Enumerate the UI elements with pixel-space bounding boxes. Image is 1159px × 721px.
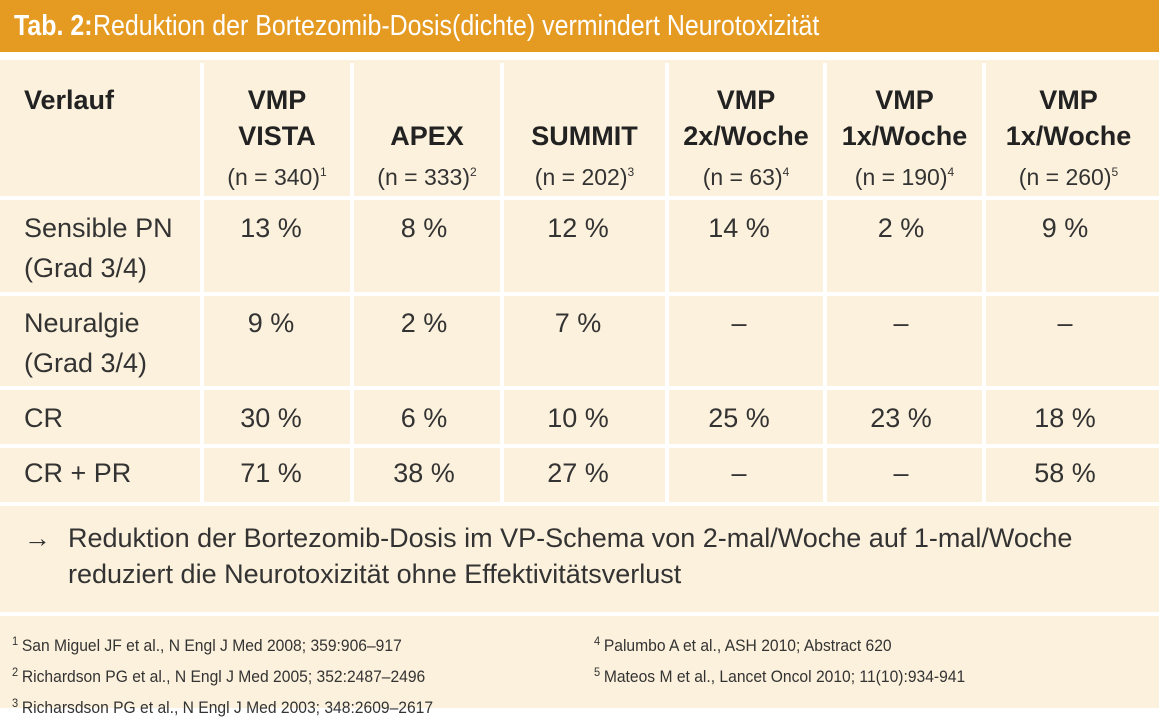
column-divider [665,63,669,503]
table-cell: – [893,308,909,338]
row-divider [0,292,1159,296]
table-panel [0,60,1159,708]
table-cell: 9 % [1041,213,1089,243]
row-divider [0,386,1159,390]
row-label-sensible-pn: Sensible PN (Grad 3/4) [24,213,173,283]
row-divider [0,612,1159,616]
row-divider [0,444,1159,448]
conclusion-line-2: reduziert die Neurotoxizität ohne Effekt… [68,559,682,589]
table-cell: 71 % [240,458,302,488]
table-cell: 18 % [1034,403,1096,433]
row-divider [0,502,1159,506]
table-cell: 25 % [708,403,770,433]
table-cell: 13 % [240,213,302,243]
table-cell: 23 % [870,403,932,433]
reference-item: 2 Richardson PG et al., N Engl J Med 2005… [12,665,426,686]
table-cell: – [893,458,909,488]
table-cell: 7 % [554,308,602,338]
table-title-bar: Tab. 2: Reduktion der Bortezomib-Dosis(d… [0,0,1159,52]
table-cell: – [731,308,747,338]
table-number: Tab. 2: [14,9,93,42]
column-divider [982,63,986,503]
column-header-vmp-2x: VMP 2x/Woche (n = 63)4 [683,85,809,190]
table-cell: 8 % [400,213,448,243]
table-cell: – [731,458,747,488]
table-cell: 38 % [393,458,455,488]
reference-item: 3 Richarsdson PG et al., N Engl J Med 200… [12,696,434,717]
column-header-vista: VMP VISTA (n = 340)1 [227,85,327,190]
column-divider [200,63,204,503]
table-cell: 2 % [400,308,448,338]
table-cell: 9 % [247,308,295,338]
reference-item: 4 Palumbo A et al., ASH 2010; Abstract 62… [594,634,892,655]
table-title: Reduktion der Bortezomib-Dosis(dichte) v… [93,9,820,42]
column-header-summit: SUMMIT (n = 202)3 [531,121,638,190]
reference-item: 5 Mateos M et al., Lancet Oncol 2010; 11(… [594,665,966,686]
table-cell: 10 % [547,403,609,433]
table-cell: 2 % [877,213,925,243]
column-header-vmp-1x-b: VMP 1x/Woche (n = 260)5 [1005,85,1132,190]
conclusion-line-1: Reduktion der Bortezomib-Dosis im VP-Sch… [68,523,1073,553]
row-label-cr-pr: CR + PR [24,458,132,488]
column-divider [500,63,504,503]
reference-item: 1 San Miguel JF et al., N Engl J Med 2008… [12,634,402,655]
references-right: 4 Palumbo A et al., ASH 2010; Abstract 62… [594,628,998,690]
row-label-neuralgie: Neuralgie (Grad 3/4) [24,308,148,378]
row-divider [0,196,1159,200]
table-cell: 58 % [1034,458,1096,488]
table-cell: 6 % [400,403,448,433]
column-divider [350,63,354,503]
table-cell: 27 % [547,458,609,488]
arrow-right-icon: → [24,523,51,553]
references-left: 1 San Miguel JF et al., N Engl J Med 2008… [12,628,470,721]
conclusion-note: → Reduktion der Bortezomib-Dosis im VP-S… [24,520,1072,592]
table-cell: 30 % [240,403,302,433]
table-cell: 14 % [708,213,770,243]
row-header-label: Verlauf [24,85,115,115]
row-label-cr: CR [24,403,63,433]
column-header-apex: APEX (n = 333)2 [377,121,477,190]
table-cell: 12 % [547,213,609,243]
column-header-vmp-1x-a: VMP 1x/Woche (n = 190)4 [841,85,968,190]
column-divider [823,63,827,503]
table-cell: – [1057,308,1073,338]
